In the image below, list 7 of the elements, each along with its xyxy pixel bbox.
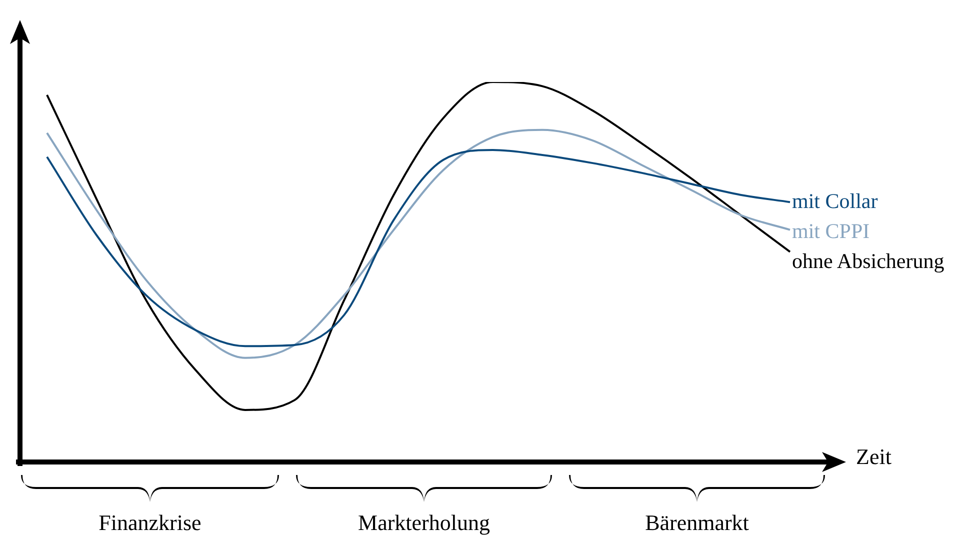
text: Finanzkrise [98, 510, 202, 536]
series-label: mit Collar [792, 189, 878, 214]
text: Bärenmarkt [644, 510, 750, 536]
series-label: ohne Absicherung [792, 249, 944, 274]
series-label: mit CPPI [792, 219, 870, 244]
text: Markterholung [357, 510, 491, 536]
x-axis-title: Zeit [856, 444, 892, 470]
